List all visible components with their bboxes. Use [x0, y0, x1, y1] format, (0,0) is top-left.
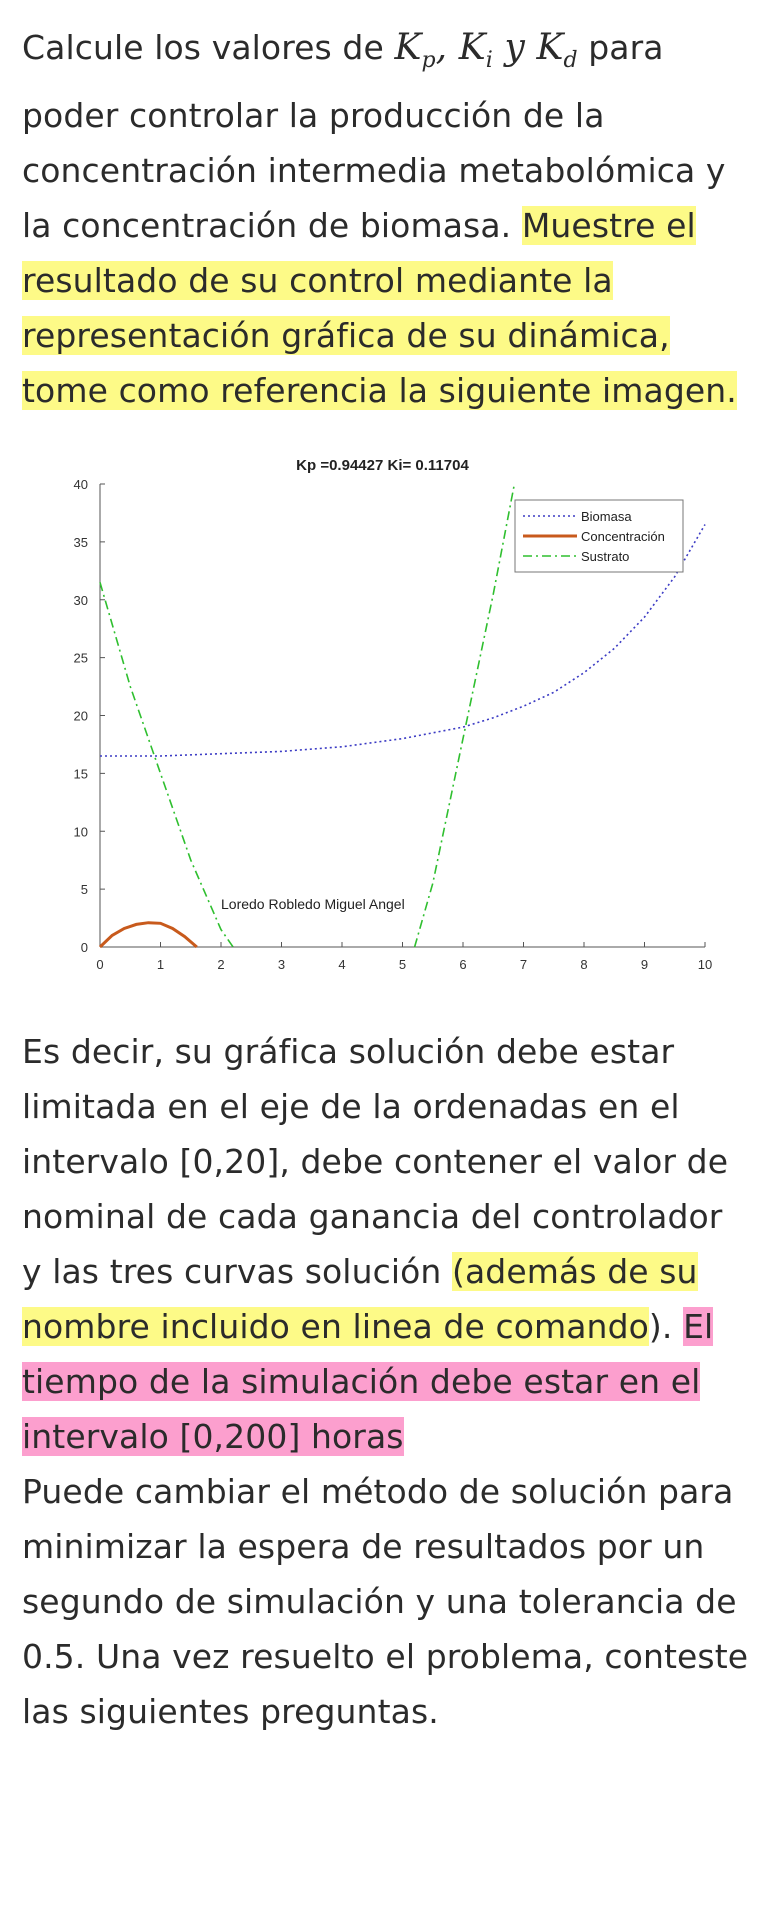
chart-annotation: Loredo Robledo Miguel Angel	[221, 896, 405, 912]
series-line-sustrato	[99, 582, 234, 948]
document: Calcule los valores de Kp, Ki y Kd para …	[20, 20, 750, 1732]
x-tick-label: 0	[96, 957, 103, 972]
x-tick-label: 10	[698, 957, 712, 972]
math-comma: ,	[435, 27, 459, 68]
third-paragraph: Puede cambiar el método de solución para…	[22, 1472, 749, 1732]
intro-tail: para poder controlar la producción de la…	[22, 28, 726, 246]
para2-plain: Es decir, su gráfica solución debe estar…	[22, 1032, 729, 1292]
ki-symbol: Ki	[458, 27, 493, 74]
kp-symbol: Kp	[394, 27, 436, 74]
legend-label: Sustrato	[581, 549, 629, 564]
y-tick-label: 30	[74, 593, 88, 608]
y-tick-label: 25	[74, 651, 88, 666]
x-tick-label: 3	[278, 957, 285, 972]
y-tick-label: 0	[81, 940, 88, 955]
chart-title: Kp =0.94427 Ki= 0.11704	[296, 457, 469, 474]
intro-paragraph: Calcule los valores de Kp, Ki y Kd para …	[22, 20, 749, 418]
para2-mid: ).	[648, 1307, 684, 1347]
x-tick-label: 7	[520, 957, 527, 972]
math-y: y	[492, 27, 537, 68]
intro-lead: Calcule los valores de	[22, 28, 395, 67]
kd-symbol: Kd	[536, 27, 578, 74]
x-tick-label: 4	[338, 957, 345, 972]
chart-svg: Kp =0.94427 Ki= 0.11704 0 1 2 3 4 5 6 7 8 9 10 0 5 10 1…	[74, 457, 713, 972]
series-line-sustrato-segment-2	[413, 484, 516, 948]
second-paragraph: Es decir, su gráfica solución debe estar…	[22, 1024, 749, 1464]
x-tick-label: 1	[157, 957, 164, 972]
y-tick-label: 35	[74, 535, 88, 550]
y-tick-label: 15	[74, 767, 88, 782]
x-tick-label: 6	[459, 957, 466, 972]
x-tick-label: 2	[217, 957, 224, 972]
y-tick-label: 5	[81, 882, 88, 897]
y-tick-label: 20	[74, 709, 88, 724]
y-tick-label: 40	[74, 477, 88, 492]
series-line-biomasa	[100, 524, 706, 757]
x-tick-label: 5	[399, 957, 406, 972]
y-tick-label: 10	[74, 824, 88, 839]
x-tick-label: 8	[580, 957, 587, 972]
legend-label: Biomasa	[581, 509, 632, 524]
reference-chart: Kp =0.94427 Ki= 0.11704 0 1 2 3 4 5 6 7 8 9 10 0 5 10 1…	[20, 442, 750, 1002]
series-line-concentración	[98, 921, 198, 949]
legend-label: Concentración	[581, 529, 665, 544]
x-tick-label: 9	[641, 957, 648, 972]
